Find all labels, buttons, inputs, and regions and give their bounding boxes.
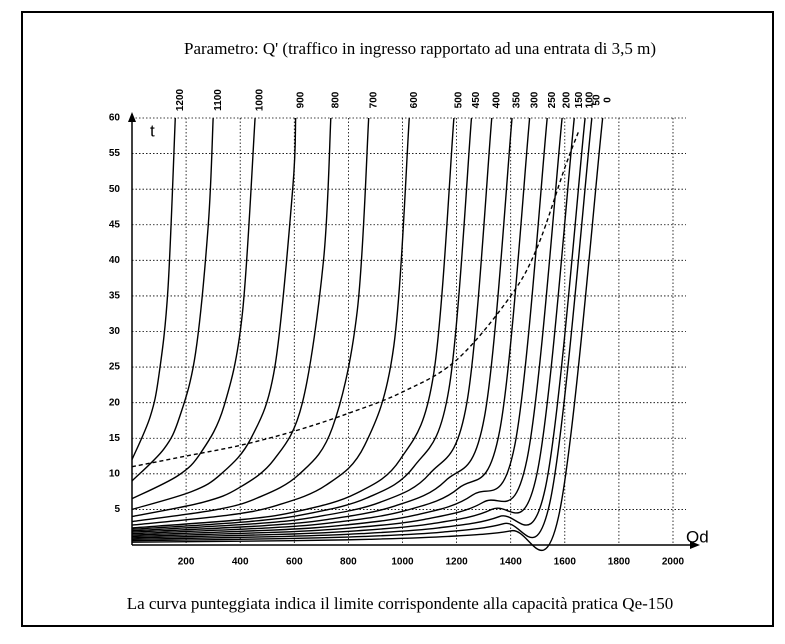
x-tick-label: 400 [232,557,249,568]
series-label: 150 [574,91,585,108]
x-tick-label: 800 [340,557,357,568]
delay-curve [131,117,473,531]
delay-curve [131,117,370,523]
y-tick-label: 40 [109,255,121,266]
y-axis-label: t [150,121,155,140]
x-tick-label: 1000 [391,557,414,568]
series-label: 450 [471,91,482,108]
series-label: 1000 [255,88,266,111]
series-label: 500 [454,91,465,108]
delay-curve [131,117,410,526]
y-tick-label: 45 [109,219,121,230]
limit-curve [131,131,579,468]
series-label: 250 [547,91,558,108]
series-label: 100 [585,91,596,108]
chart-title: Parametro: Q' (traffico in ingresso rapp… [184,39,656,58]
series-label: 1100 [213,89,224,111]
x-axis-label: Qd [686,527,709,546]
delay-curve [131,117,563,538]
y-tick-label: 15 [109,433,121,444]
delay-curve [131,117,332,518]
series-label: 50 [591,94,602,106]
delay-curve [131,117,593,542]
delay-curve [131,117,493,532]
x-tick-label: 1400 [500,557,523,568]
x-tick-label: 2000 [662,557,685,568]
x-tick-label: 600 [286,557,303,568]
y-tick-label: 50 [109,184,121,195]
x-tick-label: 200 [178,557,195,568]
y-tick-label: 60 [109,113,121,124]
y-tick-label: 5 [114,504,120,515]
y-axis-arrow [128,112,136,122]
y-tick-label: 25 [109,362,121,373]
delay-curve [131,117,214,482]
delay-curve [131,117,176,460]
series-label: 800 [330,91,341,108]
series-label: 0 [602,97,613,103]
delay-curve [131,117,513,533]
caption: La curva punteggiata indica il limite co… [127,594,674,613]
series-label: 900 [295,91,306,108]
delay-curve [131,117,256,500]
delay-curve [131,117,604,552]
delay-curve [131,117,455,529]
y-tick-label: 10 [109,468,121,479]
series-label: 200 [562,91,573,108]
delay-curve [131,117,586,541]
delay-curve [131,117,548,536]
y-tick-label: 55 [109,148,121,159]
series-label: 300 [529,91,540,108]
delay-curve [131,117,297,511]
series-label: 350 [512,91,523,108]
y-tick-label: 35 [109,291,121,302]
series-label: 1200 [175,88,186,111]
x-tick-label: 1800 [608,557,631,568]
y-tick-label: 20 [109,397,121,408]
series-label: 400 [491,91,502,108]
delay-curve [131,117,575,539]
x-tick-label: 1200 [445,557,468,568]
y-tick-label: 30 [109,326,121,337]
series-label: 600 [409,91,420,108]
series-label: 700 [368,91,379,108]
x-tick-label: 1600 [554,557,577,568]
x-axis-arrow [690,541,700,549]
delay-curve [131,117,531,535]
